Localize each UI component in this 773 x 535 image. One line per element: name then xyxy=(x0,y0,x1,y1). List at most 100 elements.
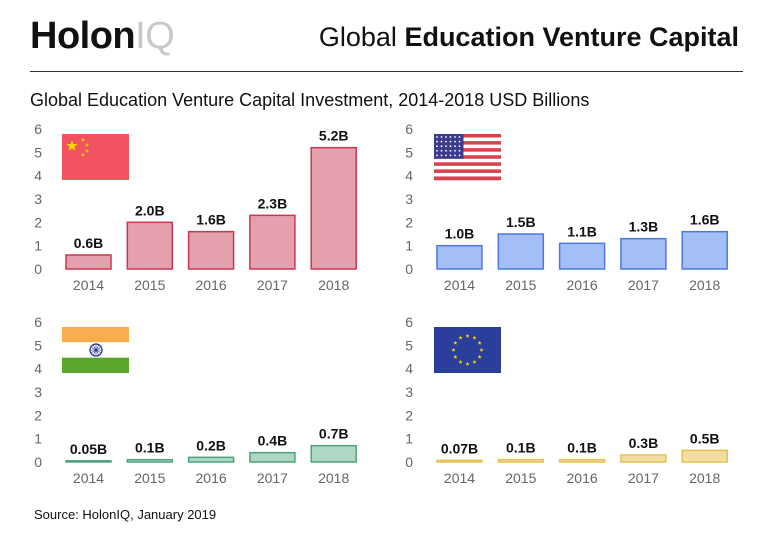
bar-value-label: 0.1B xyxy=(506,440,536,456)
y-tick-label: 6 xyxy=(405,314,413,330)
flag-star-icon xyxy=(66,140,78,151)
flag-star-icon xyxy=(84,148,90,153)
bar xyxy=(681,449,728,463)
flag-star-icon xyxy=(453,354,458,359)
x-tick-label: 2017 xyxy=(628,277,659,293)
y-tick-label: 2 xyxy=(405,214,413,230)
eu-flag-icon xyxy=(434,327,501,373)
x-tick-label: 2016 xyxy=(567,277,598,293)
source-note: Source: HolonIQ, January 2019 xyxy=(34,507,217,522)
bar xyxy=(65,460,112,463)
y-tick-label: 5 xyxy=(34,337,42,353)
y-tick-label: 4 xyxy=(405,168,413,184)
y-tick-label: 3 xyxy=(34,384,42,400)
page-title: Global Education Venture Capital xyxy=(319,20,739,54)
china-flag-icon xyxy=(62,134,129,180)
flag-star-icon xyxy=(465,361,470,366)
logo-light-text: IQ xyxy=(135,15,175,57)
india-flag-icon xyxy=(62,327,129,373)
x-tick-label: 2016 xyxy=(567,470,598,486)
y-tick-label: 3 xyxy=(405,191,413,207)
y-tick-label: 4 xyxy=(34,168,42,184)
bar-value-label: 0.1B xyxy=(135,440,165,456)
flag-star-icon xyxy=(472,335,477,340)
flag-star-icon xyxy=(477,340,482,345)
flag-star-icon xyxy=(84,142,90,147)
chart-subtitle: Global Education Venture Capital Investm… xyxy=(30,90,590,110)
x-tick-label: 2014 xyxy=(444,470,475,486)
usa-flag-icon xyxy=(434,134,501,181)
bar-value-label: 0.4B xyxy=(258,433,288,449)
flag-star-icon xyxy=(453,340,458,345)
bar xyxy=(558,242,606,270)
bar-value-label: 0.05B xyxy=(70,441,107,457)
bar xyxy=(497,458,545,463)
x-tick-label: 2016 xyxy=(196,277,227,293)
flag-star-icon xyxy=(458,335,463,340)
flag-star-icon xyxy=(465,333,470,338)
bar-value-label: 1.1B xyxy=(567,223,597,239)
x-tick-label: 2015 xyxy=(505,277,536,293)
bar xyxy=(126,458,174,463)
y-tick-label: 5 xyxy=(34,144,42,160)
flag-star-icon xyxy=(477,354,482,359)
bar-value-label: 0.6B xyxy=(74,235,104,251)
bar-value-label: 1.6B xyxy=(196,212,226,228)
x-tick-label: 2017 xyxy=(257,470,288,486)
bar-value-label: 1.5B xyxy=(506,214,536,230)
bar xyxy=(249,451,296,463)
bar-value-label: 1.0B xyxy=(445,226,475,242)
x-tick-label: 2017 xyxy=(628,470,659,486)
bar xyxy=(249,214,296,270)
y-tick-label: 3 xyxy=(34,191,42,207)
bar-value-label: 1.6B xyxy=(690,212,720,228)
bar xyxy=(620,237,667,270)
x-tick-label: 2015 xyxy=(134,277,165,293)
flag-star-icon xyxy=(479,347,484,352)
bar xyxy=(310,444,357,463)
bar-value-label: 0.7B xyxy=(319,426,349,442)
flag-star-icon xyxy=(458,359,463,364)
bar-value-label: 0.3B xyxy=(629,435,659,451)
x-tick-label: 2018 xyxy=(689,277,720,293)
flag-star-icon xyxy=(472,359,477,364)
bar xyxy=(620,454,667,463)
y-tick-label: 5 xyxy=(405,337,413,353)
x-tick-label: 2015 xyxy=(505,470,536,486)
y-tick-label: 5 xyxy=(405,144,413,160)
x-tick-label: 2018 xyxy=(318,470,349,486)
y-tick-label: 2 xyxy=(405,407,413,423)
y-tick-label: 2 xyxy=(34,407,42,423)
x-tick-label: 2017 xyxy=(257,277,288,293)
bar-value-label: 0.5B xyxy=(690,430,720,446)
bar xyxy=(65,254,112,270)
y-tick-label: 0 xyxy=(34,261,42,277)
x-tick-label: 2018 xyxy=(689,470,720,486)
logo-bold-text: Holon xyxy=(30,15,136,57)
x-tick-label: 2014 xyxy=(73,277,104,293)
x-tick-label: 2016 xyxy=(196,470,227,486)
y-tick-label: 1 xyxy=(405,238,413,254)
y-tick-label: 0 xyxy=(405,454,413,470)
y-tick-label: 4 xyxy=(34,361,42,377)
bar xyxy=(681,230,728,270)
y-tick-label: 4 xyxy=(405,361,413,377)
y-tick-label: 1 xyxy=(34,431,42,447)
x-tick-label: 2018 xyxy=(318,277,349,293)
bar-value-label: 0.07B xyxy=(441,440,478,456)
header-divider xyxy=(30,71,743,72)
holoniq-logo: HolonIQ xyxy=(30,14,175,58)
bar-value-label: 2.3B xyxy=(258,195,288,211)
bar xyxy=(436,459,483,463)
y-tick-label: 6 xyxy=(405,121,413,137)
x-tick-label: 2014 xyxy=(73,470,104,486)
y-tick-label: 2 xyxy=(34,214,42,230)
y-tick-label: 6 xyxy=(34,121,42,137)
y-tick-label: 3 xyxy=(405,384,413,400)
bar-value-label: 5.2B xyxy=(319,128,349,144)
page-title-bold: Education Venture Capital xyxy=(404,22,739,52)
x-tick-label: 2015 xyxy=(134,470,165,486)
flag-star-icon xyxy=(451,347,456,352)
